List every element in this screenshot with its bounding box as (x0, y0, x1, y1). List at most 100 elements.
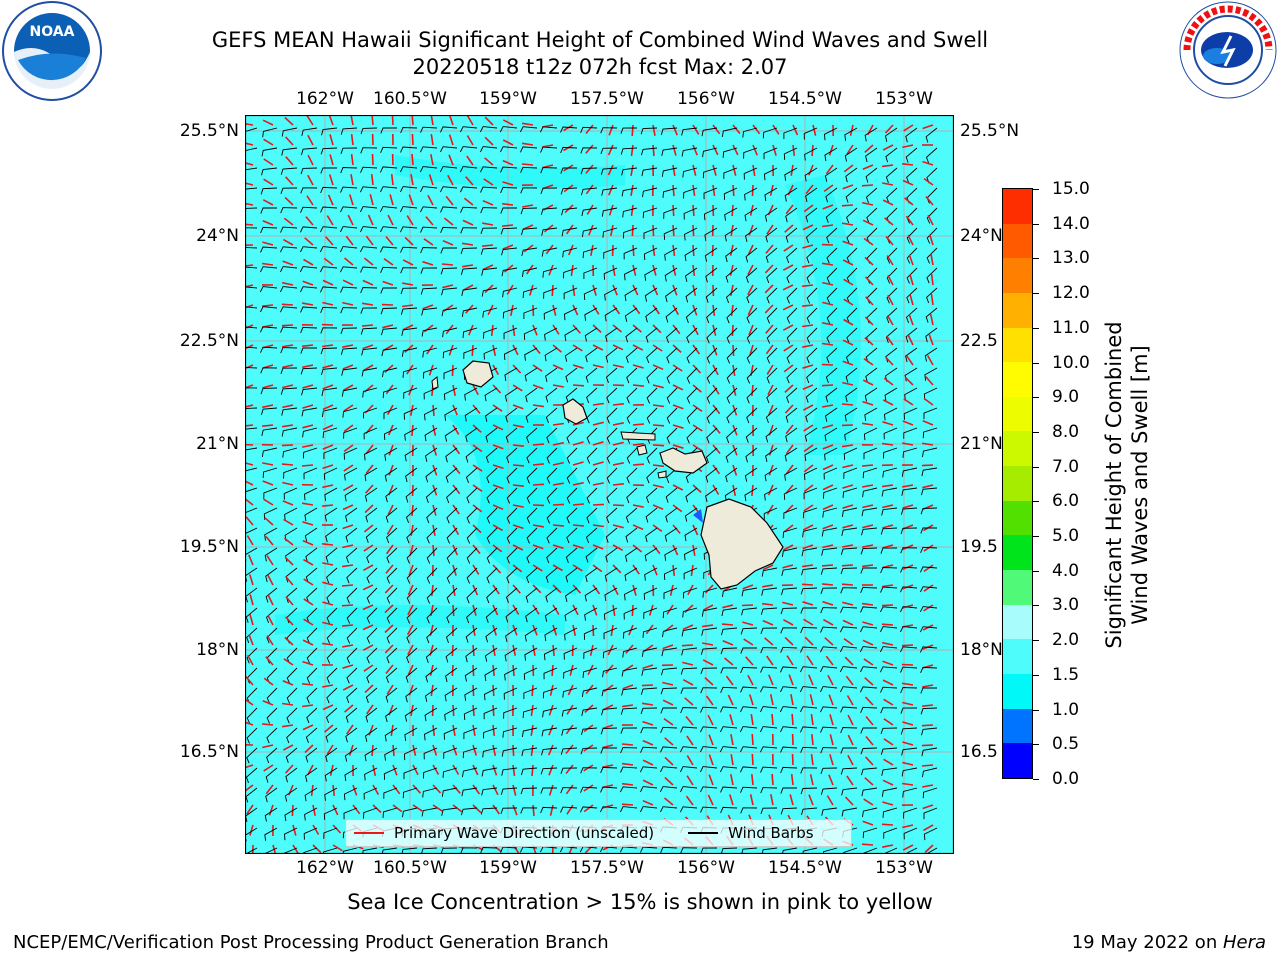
wind-barb (902, 787, 918, 798)
wind-barb (566, 427, 578, 444)
wind-barb (346, 607, 358, 624)
wind-barb (820, 787, 838, 795)
colorbar-segment (1003, 258, 1032, 293)
wave-direction-arrow (472, 484, 483, 492)
wave-direction-arrow (621, 743, 634, 746)
wind-barb (246, 627, 258, 644)
wave-direction-arrow (367, 214, 374, 226)
wind-barb (502, 727, 518, 738)
wave-direction-arrow (512, 764, 516, 777)
wind-barb (439, 126, 458, 133)
wave-direction-arrow (472, 504, 483, 513)
wave-direction-arrow (584, 704, 594, 713)
colorbar-tick-mark (1033, 362, 1039, 364)
colorbar-tick-label: 8.0 (1052, 421, 1080, 442)
wave-direction-arrow (923, 564, 934, 573)
wind-barb (404, 427, 418, 441)
wave-direction-arrow (590, 244, 594, 256)
wave-direction-arrow (865, 296, 874, 306)
wave-direction-arrow (346, 724, 354, 735)
wave-direction-arrow (401, 304, 414, 308)
wave-direction-arrow (804, 636, 814, 646)
wave-direction-arrow (442, 284, 454, 289)
wind-barb (785, 207, 798, 223)
lon-tick-label: 157.5°W (570, 89, 644, 109)
wave-direction-arrow (592, 344, 604, 351)
wave-direction-arrow (902, 179, 914, 186)
wave-direction-arrow (882, 779, 894, 786)
wave-direction-arrow (843, 298, 854, 306)
wave-direction-arrow (822, 444, 834, 450)
wave-direction-arrow (864, 316, 874, 326)
wave-direction-arrow (529, 284, 534, 296)
wave-direction-arrow (652, 524, 663, 533)
wind-barb (420, 126, 438, 133)
wind-barb (761, 567, 778, 577)
wind-barb (905, 147, 918, 163)
wave-direction-arrow (502, 181, 514, 186)
wind-barb (425, 467, 438, 483)
wind-barb (642, 627, 658, 638)
wind-barb (560, 126, 578, 133)
wave-direction-arrow (782, 564, 794, 569)
wind-barb (265, 787, 278, 803)
wind-barb (665, 307, 678, 323)
wave-direction-arrow (630, 204, 634, 217)
wave-direction-arrow (862, 544, 874, 548)
wave-direction-arrow (843, 278, 854, 286)
wave-direction-arrow (652, 224, 655, 237)
wind-barb (404, 447, 418, 462)
wave-direction-arrow (483, 178, 494, 186)
wind-barb (681, 127, 698, 136)
wind-barb (285, 767, 298, 783)
wind-barb (421, 807, 438, 817)
wind-barb (682, 607, 698, 618)
wave-direction-arrow (865, 735, 874, 746)
wave-direction-arrow (343, 257, 354, 266)
wind-barb (486, 487, 498, 504)
wind-barb-swatch (688, 832, 719, 834)
wave-direction-arrow (642, 759, 654, 766)
wave-direction-arrow (512, 424, 524, 428)
wind-barb (599, 806, 618, 813)
wind-barb (386, 587, 398, 604)
wind-barb (780, 646, 798, 653)
wave-direction-arrow (652, 444, 665, 447)
wind-barb (339, 246, 358, 253)
wave-direction-arrow (363, 524, 374, 533)
wind-barb (805, 407, 818, 423)
wind-barb (366, 667, 378, 684)
wind-barb (325, 727, 338, 743)
wave-direction-arrow (884, 217, 894, 226)
wind-barb (683, 187, 698, 199)
wave-direction-arrow (245, 676, 254, 686)
wind-barb (819, 706, 838, 713)
wind-barb (920, 546, 938, 553)
wave-direction-arrow (805, 184, 814, 195)
wind-barb (919, 646, 938, 653)
wind-barb (523, 687, 538, 699)
wind-barb (766, 307, 778, 324)
wave-direction-arrow (621, 762, 634, 766)
wind-barb (826, 267, 838, 284)
wave-direction-arrow (307, 764, 314, 776)
wind-barb (540, 787, 557, 794)
wave-direction-arrow (885, 335, 894, 346)
wave-direction-arrow (662, 681, 674, 686)
wind-barb (720, 847, 738, 854)
wave-direction-arrow (672, 544, 679, 556)
wind-barb (606, 427, 618, 444)
wind-barb (581, 207, 598, 217)
wind-barb (839, 626, 858, 633)
wind-barb (444, 707, 458, 721)
wave-direction-arrow (532, 443, 545, 446)
wind-barb (326, 567, 338, 584)
colorbar-segment (1003, 362, 1032, 397)
wind-barb (279, 266, 298, 273)
wave-direction-arrow (532, 584, 542, 594)
wind-barb (881, 767, 898, 776)
wind-barb (924, 367, 938, 381)
wind-barb (502, 287, 518, 298)
wave-direction-arrow (751, 733, 754, 746)
wind-barb (884, 407, 898, 421)
